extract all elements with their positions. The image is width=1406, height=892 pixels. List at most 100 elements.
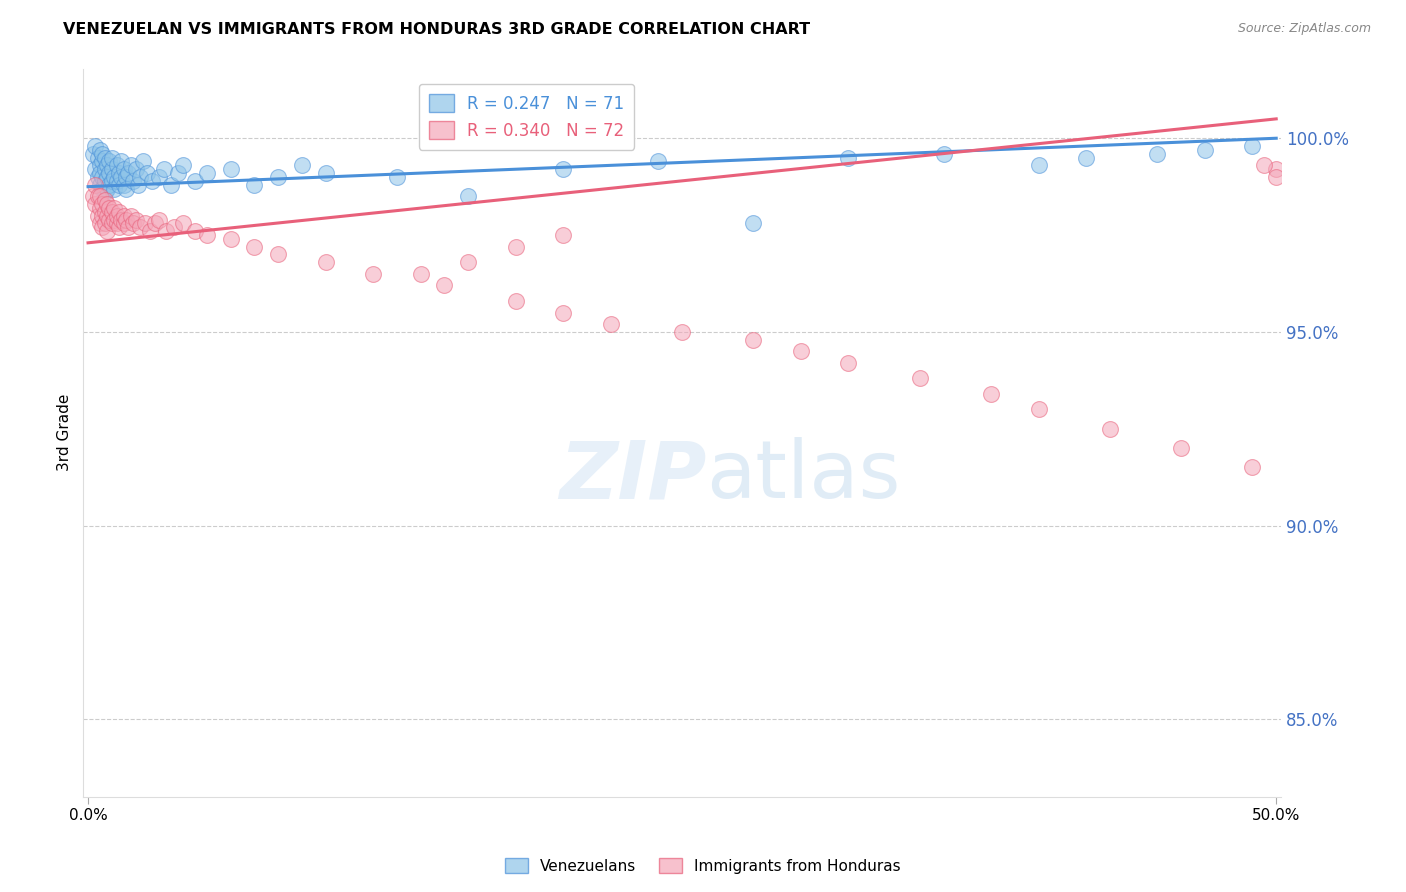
- Point: [267, 169, 290, 184]
- Point: [457, 255, 479, 269]
- Point: [385, 169, 408, 184]
- Point: [1241, 139, 1264, 153]
- Point: [115, 169, 138, 184]
- Point: [291, 158, 314, 172]
- Point: [131, 154, 153, 169]
- Point: [108, 166, 131, 180]
- Point: [103, 181, 125, 195]
- Y-axis label: 3rd Grade: 3rd Grade: [58, 394, 72, 471]
- Point: [671, 325, 693, 339]
- Point: [167, 166, 190, 180]
- Point: [120, 209, 142, 223]
- Point: [153, 162, 176, 177]
- Point: [96, 181, 118, 195]
- Point: [932, 146, 955, 161]
- Point: [93, 193, 115, 207]
- Point: [172, 158, 194, 172]
- Point: [195, 166, 218, 180]
- Point: [790, 344, 813, 359]
- Point: [101, 174, 124, 188]
- Point: [112, 209, 135, 223]
- Point: [139, 224, 162, 238]
- Point: [101, 151, 124, 165]
- Point: [98, 201, 121, 215]
- Point: [96, 209, 118, 223]
- Point: [91, 209, 114, 223]
- Point: [117, 166, 139, 180]
- Point: [127, 178, 149, 192]
- Point: [315, 255, 337, 269]
- Point: [1265, 169, 1288, 184]
- Point: [112, 178, 135, 192]
- Point: [553, 162, 575, 177]
- Point: [219, 232, 242, 246]
- Point: [112, 162, 135, 177]
- Point: [96, 224, 118, 238]
- Point: [184, 174, 207, 188]
- Point: [93, 204, 115, 219]
- Text: atlas: atlas: [706, 437, 900, 516]
- Point: [84, 178, 107, 192]
- Point: [91, 220, 114, 235]
- Point: [108, 220, 131, 235]
- Point: [908, 371, 931, 385]
- Point: [361, 267, 384, 281]
- Point: [553, 228, 575, 243]
- Point: [101, 162, 124, 177]
- Point: [243, 240, 266, 254]
- Point: [98, 166, 121, 180]
- Point: [1028, 158, 1050, 172]
- Point: [505, 240, 527, 254]
- Point: [155, 224, 177, 238]
- Point: [89, 166, 111, 180]
- Point: [1194, 143, 1216, 157]
- Point: [105, 209, 128, 223]
- Point: [315, 166, 337, 180]
- Point: [82, 189, 104, 203]
- Point: [110, 212, 132, 227]
- Point: [1170, 441, 1192, 455]
- Point: [91, 154, 114, 169]
- Legend: R = 0.247   N = 71, R = 0.340   N = 72: R = 0.247 N = 71, R = 0.340 N = 72: [419, 84, 634, 150]
- Point: [143, 217, 166, 231]
- Point: [103, 201, 125, 215]
- Point: [96, 197, 118, 211]
- Point: [742, 217, 765, 231]
- Point: [124, 162, 146, 177]
- Point: [1253, 158, 1275, 172]
- Point: [1241, 460, 1264, 475]
- Point: [120, 158, 142, 172]
- Point: [103, 212, 125, 227]
- Point: [148, 169, 170, 184]
- Point: [89, 178, 111, 192]
- Point: [105, 158, 128, 172]
- Text: Source: ZipAtlas.com: Source: ZipAtlas.com: [1237, 22, 1371, 36]
- Point: [1146, 146, 1168, 161]
- Point: [93, 186, 115, 200]
- Point: [160, 178, 183, 192]
- Point: [837, 356, 859, 370]
- Point: [599, 317, 621, 331]
- Point: [98, 212, 121, 227]
- Point: [172, 217, 194, 231]
- Point: [89, 217, 111, 231]
- Point: [108, 178, 131, 192]
- Point: [129, 220, 152, 235]
- Point: [124, 212, 146, 227]
- Point: [96, 158, 118, 172]
- Point: [91, 181, 114, 195]
- Point: [184, 224, 207, 238]
- Point: [101, 204, 124, 219]
- Point: [84, 162, 107, 177]
- Point: [129, 169, 152, 184]
- Point: [122, 174, 145, 188]
- Point: [89, 189, 111, 203]
- Point: [110, 154, 132, 169]
- Point: [141, 174, 163, 188]
- Point: [86, 169, 108, 184]
- Point: [134, 217, 156, 231]
- Point: [98, 154, 121, 169]
- Point: [91, 146, 114, 161]
- Point: [96, 169, 118, 184]
- Point: [86, 209, 108, 223]
